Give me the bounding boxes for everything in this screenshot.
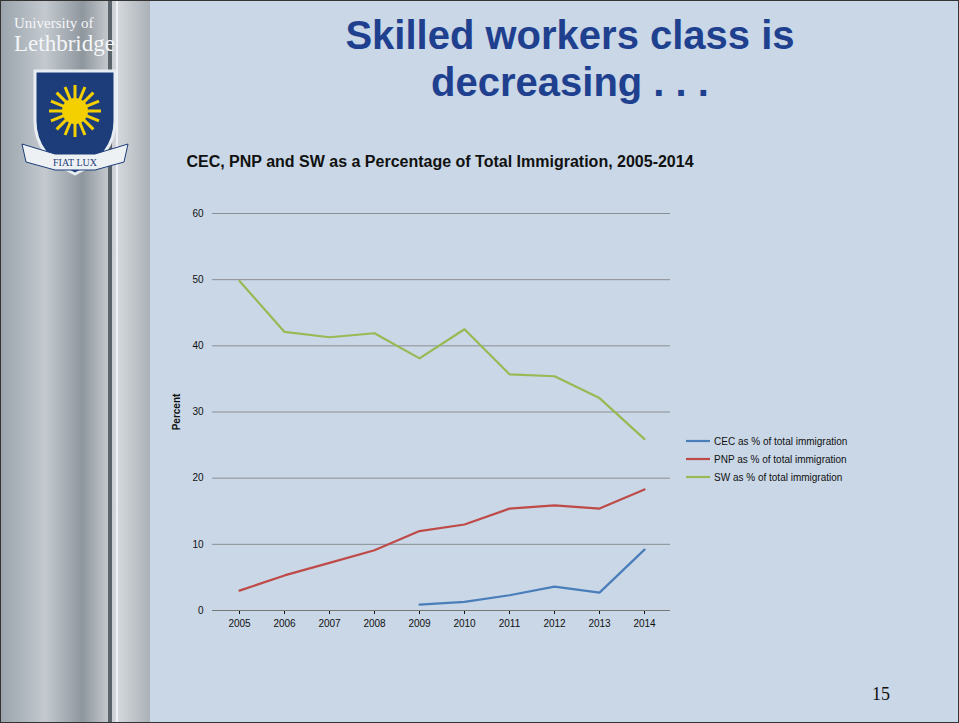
svg-text:60: 60	[192, 208, 204, 219]
svg-text:2006: 2006	[273, 618, 296, 629]
svg-text:50: 50	[192, 274, 204, 285]
svg-text:2010: 2010	[453, 618, 476, 629]
html-text:15: 15	[872, 684, 890, 704]
svg-text:Percent: Percent	[171, 393, 182, 430]
svg-text:2013: 2013	[588, 618, 611, 629]
svg-text:2012: 2012	[543, 618, 566, 629]
svg-text:2014: 2014	[633, 618, 656, 629]
html-text:PNP as % of total immigration: PNP as % of total immigration	[714, 453, 847, 465]
svg-text:10: 10	[192, 539, 204, 550]
html-text:CEC, PNP and SW as a Percentag: CEC, PNP and SW as a Percentage of Total…	[186, 153, 694, 170]
svg-text:30: 30	[192, 406, 204, 417]
html-text:Skilled workers class is decre: Skilled workers class is decreasing . . …	[345, 13, 795, 105]
svg-text:2007: 2007	[318, 618, 341, 629]
svg-text:2009: 2009	[408, 618, 431, 629]
html-text:CEC as % of total immigration: CEC as % of total immigration	[714, 435, 848, 447]
svg-text:2011: 2011	[499, 618, 521, 629]
svg-text:2008: 2008	[363, 618, 386, 629]
svg-text:2005: 2005	[228, 618, 251, 629]
svg-text:40: 40	[192, 340, 204, 351]
html-text:Lethbridge: Lethbridge	[14, 30, 115, 56]
svg-text:20: 20	[192, 472, 204, 483]
svg-text:FIAT LUX: FIAT LUX	[53, 157, 98, 168]
svg-text:0: 0	[198, 605, 204, 616]
html-text:University of: University of	[14, 15, 94, 31]
html-text:SW as % of total immigration: SW as % of total immigration	[714, 471, 843, 483]
